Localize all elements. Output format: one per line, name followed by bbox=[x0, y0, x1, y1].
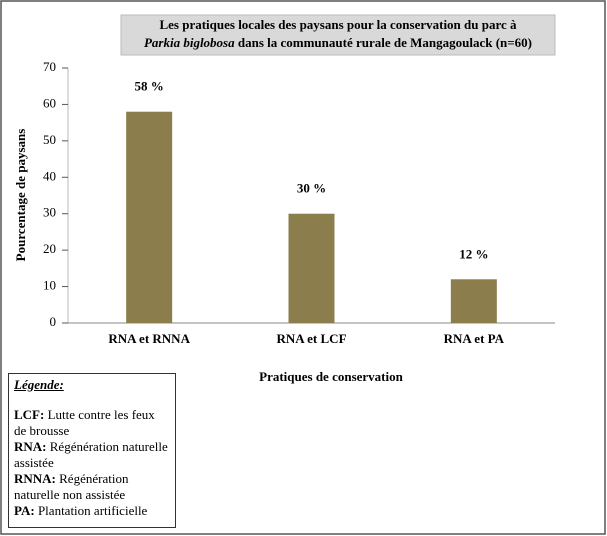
x-tick-label: RNA et RNNA bbox=[108, 331, 190, 346]
x-tick-label: RNA et LCF bbox=[276, 331, 346, 346]
legend-text: Régénération naturelle assistée bbox=[14, 439, 168, 470]
y-tick-label: 60 bbox=[43, 95, 56, 110]
bar bbox=[450, 279, 497, 323]
legend-item: PA: Plantation artificielle bbox=[14, 503, 170, 519]
y-tick-label: 70 bbox=[43, 59, 56, 74]
legend-text: Régénération naturelle non assistée bbox=[14, 471, 129, 502]
y-tick-label: 10 bbox=[43, 278, 56, 293]
x-tick-label: RNA et PA bbox=[444, 331, 505, 346]
x-axis-label: Pratiques de conservation bbox=[259, 369, 403, 384]
legend-text: Plantation artificielle bbox=[37, 503, 148, 518]
y-tick-label: 50 bbox=[43, 132, 56, 147]
legend-term: RNA: bbox=[14, 439, 47, 454]
y-tick-label: 20 bbox=[43, 241, 56, 256]
value-label: 30 % bbox=[297, 181, 326, 196]
legend-item: LCF: Lutte contre les feux de brousse bbox=[14, 407, 170, 439]
legend-term: PA: bbox=[14, 503, 35, 518]
bar bbox=[288, 213, 335, 323]
y-tick-label: 40 bbox=[43, 168, 56, 183]
chart-title: Parkia biglobosa dans la communauté rura… bbox=[144, 35, 532, 50]
title-species: Parkia biglobosa bbox=[144, 35, 235, 50]
chart-title: Les pratiques locales des paysans pour l… bbox=[159, 17, 517, 32]
legend-text: Lutte contre les feux de brousse bbox=[14, 407, 155, 438]
legend-title: Légende: bbox=[14, 377, 64, 392]
legend-item: RNA: Régénération naturelle assistée bbox=[14, 439, 170, 471]
legend-item: RNNA: Régénération naturelle non assisté… bbox=[14, 471, 170, 503]
legend-term: RNNA: bbox=[14, 471, 56, 486]
legend-box: Légende: LCF: Lutte contre les feux de b… bbox=[8, 373, 176, 528]
y-tick-label: 0 bbox=[50, 314, 57, 329]
bar bbox=[126, 111, 173, 323]
value-label: 58 % bbox=[135, 79, 164, 94]
title-box bbox=[120, 14, 556, 56]
y-tick-label: 30 bbox=[43, 205, 56, 220]
y-axis-label: Pourcentage de paysans bbox=[13, 129, 28, 262]
legend-term: LCF: bbox=[14, 407, 45, 422]
title-rest: dans la communauté rurale de Mangagoulac… bbox=[238, 35, 532, 50]
value-label: 12 % bbox=[459, 246, 488, 261]
